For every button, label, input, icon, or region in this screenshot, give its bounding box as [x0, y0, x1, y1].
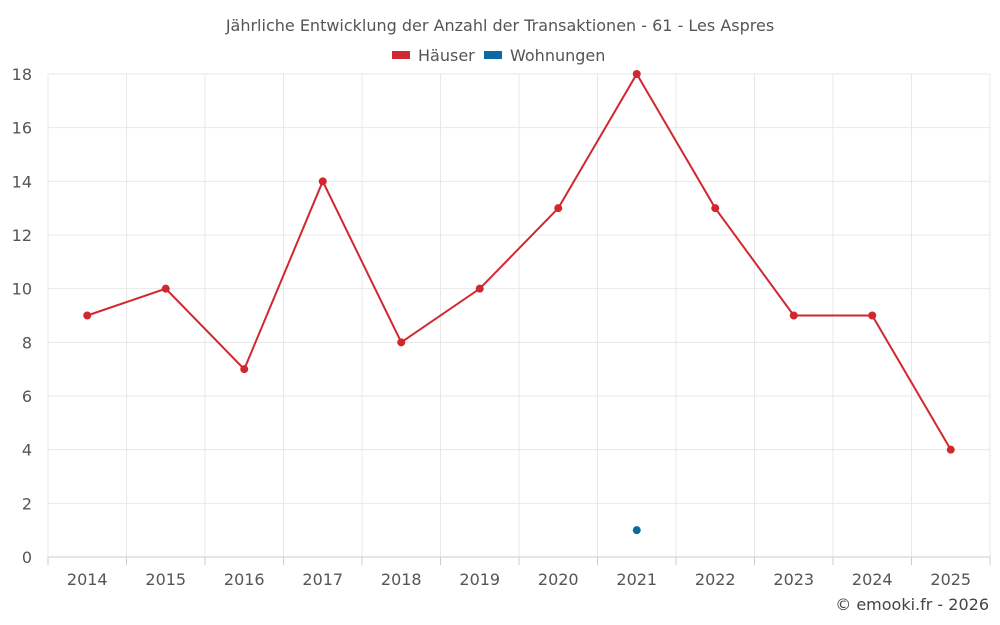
- x-tick-label: 2019: [459, 570, 500, 589]
- data-point-haeuser[interactable]: [554, 204, 563, 213]
- x-tick-label: 2022: [695, 570, 736, 589]
- y-tick-label: 10: [12, 280, 32, 299]
- y-tick-label: 6: [22, 387, 32, 406]
- y-tick-label: 12: [12, 226, 32, 245]
- x-tick-label: 2017: [302, 570, 343, 589]
- series-line-haeuser: [86, 72, 952, 451]
- data-point-haeuser[interactable]: [632, 70, 641, 78]
- x-tick-label: 2015: [145, 570, 186, 589]
- data-point-haeuser[interactable]: [868, 311, 877, 320]
- data-point-wohnungen[interactable]: [632, 526, 641, 535]
- chart-title: Jährliche Entwicklung der Anzahl der Tra…: [225, 16, 774, 35]
- x-tick-label: 2021: [616, 570, 657, 589]
- y-tick-label: 18: [12, 65, 32, 84]
- data-point-haeuser[interactable]: [397, 338, 406, 347]
- y-tick-label: 2: [22, 494, 32, 513]
- credit-text: © emooki.fr - 2026: [835, 595, 989, 614]
- legend-swatch-haeuser: [392, 51, 410, 59]
- x-tick-label: 2016: [224, 570, 265, 589]
- grid: [47, 73, 991, 565]
- y-tick-label: 0: [22, 548, 32, 567]
- data-point-haeuser[interactable]: [161, 284, 170, 293]
- x-tick-label: 2018: [381, 570, 422, 589]
- data-point-haeuser[interactable]: [475, 284, 484, 293]
- x-tick-label: 2024: [852, 570, 893, 589]
- data-point-haeuser[interactable]: [240, 365, 249, 374]
- data-point-haeuser[interactable]: [946, 445, 955, 454]
- y-axis-ticks: 0 2 4 6 8 10 12 14 16 18: [12, 65, 32, 567]
- y-tick-label: 14: [12, 172, 32, 191]
- y-tick-label: 4: [22, 441, 32, 460]
- x-tick-label: 2023: [773, 570, 814, 589]
- x-tick-label: 2014: [67, 570, 108, 589]
- data-point-haeuser[interactable]: [83, 311, 92, 320]
- series-group: [83, 70, 955, 535]
- legend: Häuser Wohnungen: [392, 46, 605, 65]
- legend-label-wohnungen[interactable]: Wohnungen: [510, 46, 605, 65]
- data-point-haeuser[interactable]: [789, 311, 798, 320]
- x-axis-ticks: 2014 2015 2016 2017 2018 2019 2020 2021 2022 2023…: [67, 570, 971, 589]
- y-tick-label: 16: [12, 119, 32, 138]
- data-point-haeuser[interactable]: [318, 177, 327, 186]
- x-tick-label: 2020: [538, 570, 579, 589]
- legend-swatch-wohnungen: [484, 51, 502, 59]
- data-point-haeuser[interactable]: [711, 204, 720, 213]
- y-tick-label: 8: [22, 333, 32, 352]
- x-tick-label: 2025: [930, 570, 971, 589]
- legend-label-haeuser[interactable]: Häuser: [418, 46, 475, 65]
